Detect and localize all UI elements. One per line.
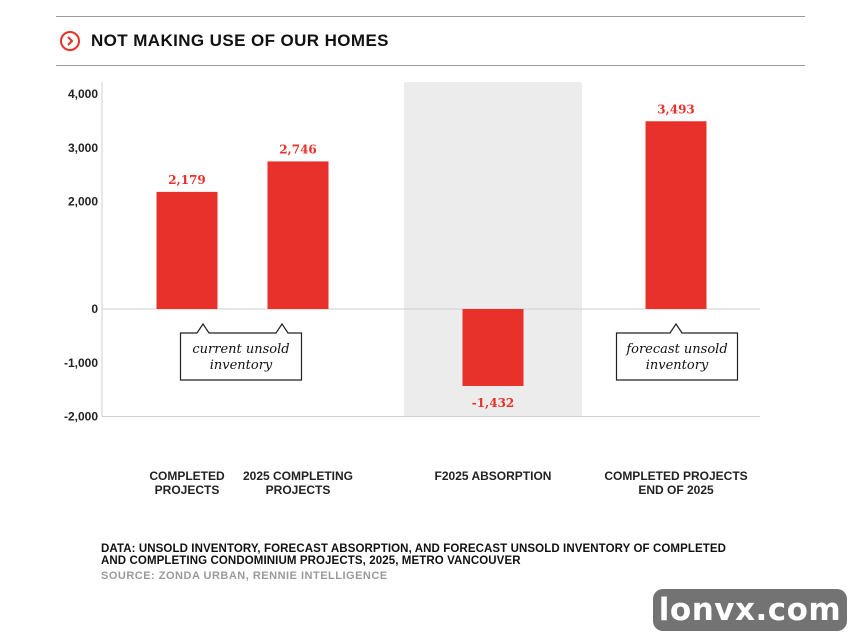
y-tick-label: -1,000: [64, 356, 98, 370]
category-label: F2025 ABSORPTION: [435, 469, 552, 483]
y-tick-label: 2,000: [68, 195, 98, 209]
y-tick-label: 0: [91, 302, 98, 316]
chart-header: NOT MAKING USE OF OUR HOMES: [60, 28, 389, 54]
forecast-inventory-callout: [615, 322, 739, 381]
data-label: -1,432: [472, 396, 515, 410]
forecast-inventory-callout-text: forecast unsold inventory: [625, 342, 727, 373]
current-inventory-callout: [179, 322, 303, 381]
bar-chart: 4,000 3,000 2,000 0 -1,000 -2,000 2,179 COMPLET…: [64, 82, 760, 497]
chart-title: NOT MAKING USE OF OUR HOMES: [91, 31, 389, 50]
data-label: 2,746: [279, 142, 317, 156]
bar: [267, 161, 329, 309]
data-label: 2,179: [168, 173, 206, 187]
header-rule: [56, 65, 805, 66]
source-note: SOURCE: ZONDA URBAN, RENNIE INTELLIGENCE: [101, 570, 388, 582]
bar: [156, 191, 218, 309]
y-tick-label: 4,000: [68, 87, 98, 101]
bar: [645, 121, 707, 309]
current-inventory-callout-text: current unsold inventory: [192, 342, 289, 373]
bar: [462, 309, 524, 386]
category-label: COMPLETED PROJECTS END OF 2025: [604, 469, 747, 497]
category-label: COMPLETED PROJECTS: [149, 469, 225, 497]
chevron-right-circle-icon: [60, 31, 80, 51]
category-label: 2025 COMPLETING PROJECTS: [243, 469, 353, 497]
watermark-badge: lonvx.com: [653, 589, 847, 631]
y-tick-label: -2,000: [64, 410, 98, 424]
y-tick-label: 3,000: [68, 141, 98, 155]
data-label: 3,493: [657, 102, 695, 116]
top-rule: [56, 16, 805, 17]
watermark-text: lonvx.com: [658, 592, 842, 628]
data-note: DATA: UNSOLD INVENTORY, FORECAST ABSORPT…: [101, 543, 727, 567]
